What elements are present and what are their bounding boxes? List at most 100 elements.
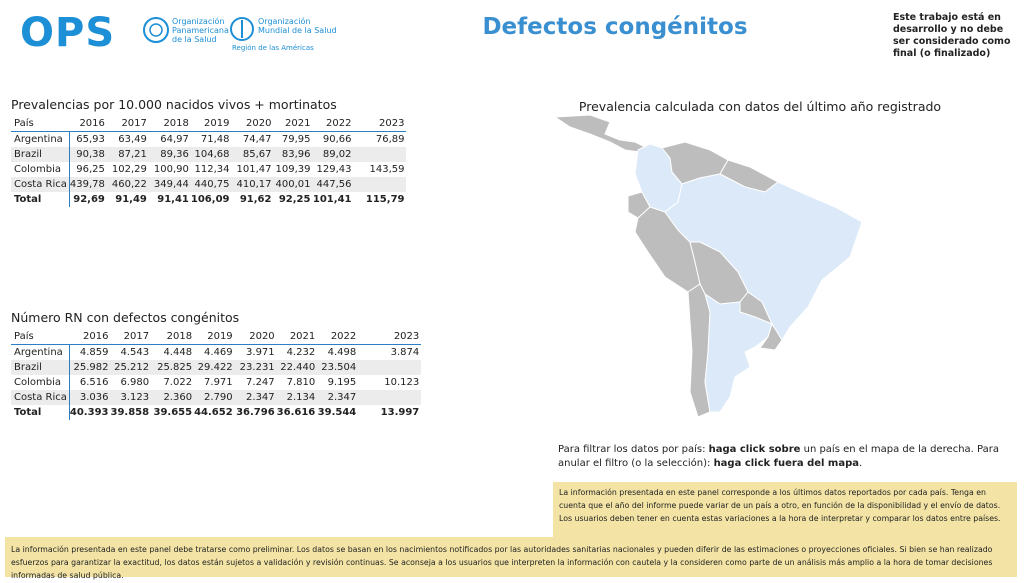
cell: 101,47: [236, 164, 272, 175]
cell: [353, 147, 406, 162]
column-header: 2020: [246, 118, 272, 129]
cell: 7.810: [286, 377, 316, 388]
country[interactable]: [554, 114, 646, 153]
cell: 7.971: [204, 377, 233, 388]
column-header: 2023: [393, 331, 420, 342]
body: Argentina 4.859 4.543 4.448 4.469 3.971 4.232 4…: [11, 344, 422, 420]
cell: 2.347: [246, 392, 275, 403]
cell: 439,78: [69, 179, 105, 190]
cell: 89,02: [322, 149, 352, 160]
cell: Brazil: [11, 360, 70, 375]
cell: 22.440: [280, 362, 316, 373]
cell: 90,66: [322, 134, 352, 145]
disclaimer: La información presentada en este panel …: [5, 537, 1017, 580]
column-header: 2021: [285, 118, 311, 129]
cell: Colombia: [11, 375, 70, 390]
cell: 3.123: [120, 392, 150, 403]
cell: 25.212: [114, 362, 150, 373]
cell: 79,95: [281, 134, 311, 145]
cell: [353, 177, 406, 192]
total-cell: 13.997: [380, 407, 420, 418]
org-line: Panamericana: [172, 26, 229, 35]
body: Argentina 65,93 63,49 64,97 71,48 74,47 79,95 9…: [11, 131, 407, 207]
cell: 129,43: [316, 164, 352, 175]
cell: 410,17: [236, 179, 272, 190]
cell: 89,36: [160, 149, 189, 160]
cell: 3.036: [79, 392, 109, 403]
text: Para filtrar los datos por país:: [558, 444, 709, 455]
row: Argentina 65,93 63,49 64,97 71,48 74,47 79,95 9…: [11, 131, 406, 147]
cell: 104,68: [194, 149, 230, 160]
cell: 349,44: [153, 179, 189, 190]
total-cell: 92,69: [73, 194, 105, 205]
cell: 4.498: [327, 347, 357, 358]
region: Región de las Américas: [232, 44, 314, 52]
column-header: 2018: [166, 331, 193, 342]
column-header: 2016: [79, 118, 105, 129]
cell: 7.247: [246, 377, 275, 388]
cell: [358, 390, 421, 405]
cell: 4.448: [163, 347, 193, 358]
table: País 2016 2017 2018 2019 2020 2021 2022 2023 Arge…: [11, 329, 422, 420]
cell: 74,47: [242, 134, 272, 145]
header-row: País 2016 2017 2018 2019 2020 2021 2022 2023: [11, 116, 407, 132]
cell: 65,93: [76, 134, 105, 145]
row: Brazil 90,38 87,21 89,36 104,68 85,67 83,96 89,…: [11, 147, 407, 162]
country[interactable]: [759, 323, 783, 351]
cell: [358, 360, 421, 375]
column-header: País: [14, 118, 34, 129]
total-row: Total 40.393 39.858 39.655 44.652 36.796 36.61…: [11, 405, 421, 420]
column-header: 2017: [121, 118, 147, 129]
column-header: 2018: [163, 118, 189, 129]
cell: 102,29: [111, 164, 147, 175]
filter-instructions: Para filtrar los datos por país: haga cl…: [558, 443, 1008, 471]
total-cell: 92,25: [278, 194, 311, 205]
cell: 3.874: [390, 347, 420, 358]
cell: Argentina: [11, 131, 70, 147]
cell: 25.825: [157, 362, 193, 373]
cell: 10.123: [384, 377, 420, 388]
total-cell: 39.544: [317, 407, 357, 418]
total-cell: 40.393: [69, 407, 109, 418]
cell: 4.859: [79, 347, 109, 358]
cell: 25.982: [73, 362, 109, 373]
cell: 23.231: [239, 362, 275, 373]
cell: 9.195: [327, 377, 357, 388]
total-cell: 39.858: [110, 407, 150, 418]
cell: 83,96: [281, 149, 311, 160]
text-bold: haga click fuera del mapa: [713, 458, 859, 469]
cell: 90,38: [76, 149, 105, 160]
total-cell: 36.616: [276, 407, 316, 418]
total-cell: 91,49: [115, 194, 147, 205]
org-line: de la Salud: [172, 35, 217, 44]
country[interactable]: [687, 283, 711, 418]
cell: 7.022: [163, 377, 193, 388]
cell: 4.469: [204, 347, 233, 358]
cell: 6.516: [79, 377, 109, 388]
total-cell: 36.796: [236, 407, 275, 418]
column-header: País: [14, 331, 34, 342]
total-cell: Total: [11, 192, 70, 207]
cell: Costa Rica: [11, 390, 70, 405]
logo: OPS: [20, 10, 116, 56]
org-line: Organización: [172, 17, 225, 26]
column-header: 2016: [83, 331, 109, 342]
total-cell: 115,79: [365, 194, 405, 205]
cell: 4.543: [120, 347, 150, 358]
cell: 440,75: [194, 179, 230, 190]
cell: 6.980: [120, 377, 150, 388]
country[interactable]: [704, 293, 773, 413]
cell: 3.971: [246, 347, 275, 358]
cell: Colombia: [11, 162, 70, 177]
cell: 2.360: [163, 392, 193, 403]
map[interactable]: [550, 112, 870, 424]
text: .: [859, 458, 863, 469]
info-note: La información presentada en este panel …: [553, 482, 1017, 537]
text: un país en el mapa de la derecha. Para a…: [558, 444, 999, 469]
cell: 447,56: [316, 179, 352, 190]
total-cell: 91,62: [239, 194, 272, 205]
column-header: 2017: [123, 331, 150, 342]
column-header: 2023: [379, 118, 405, 129]
total-cell: 91,41: [157, 194, 189, 205]
